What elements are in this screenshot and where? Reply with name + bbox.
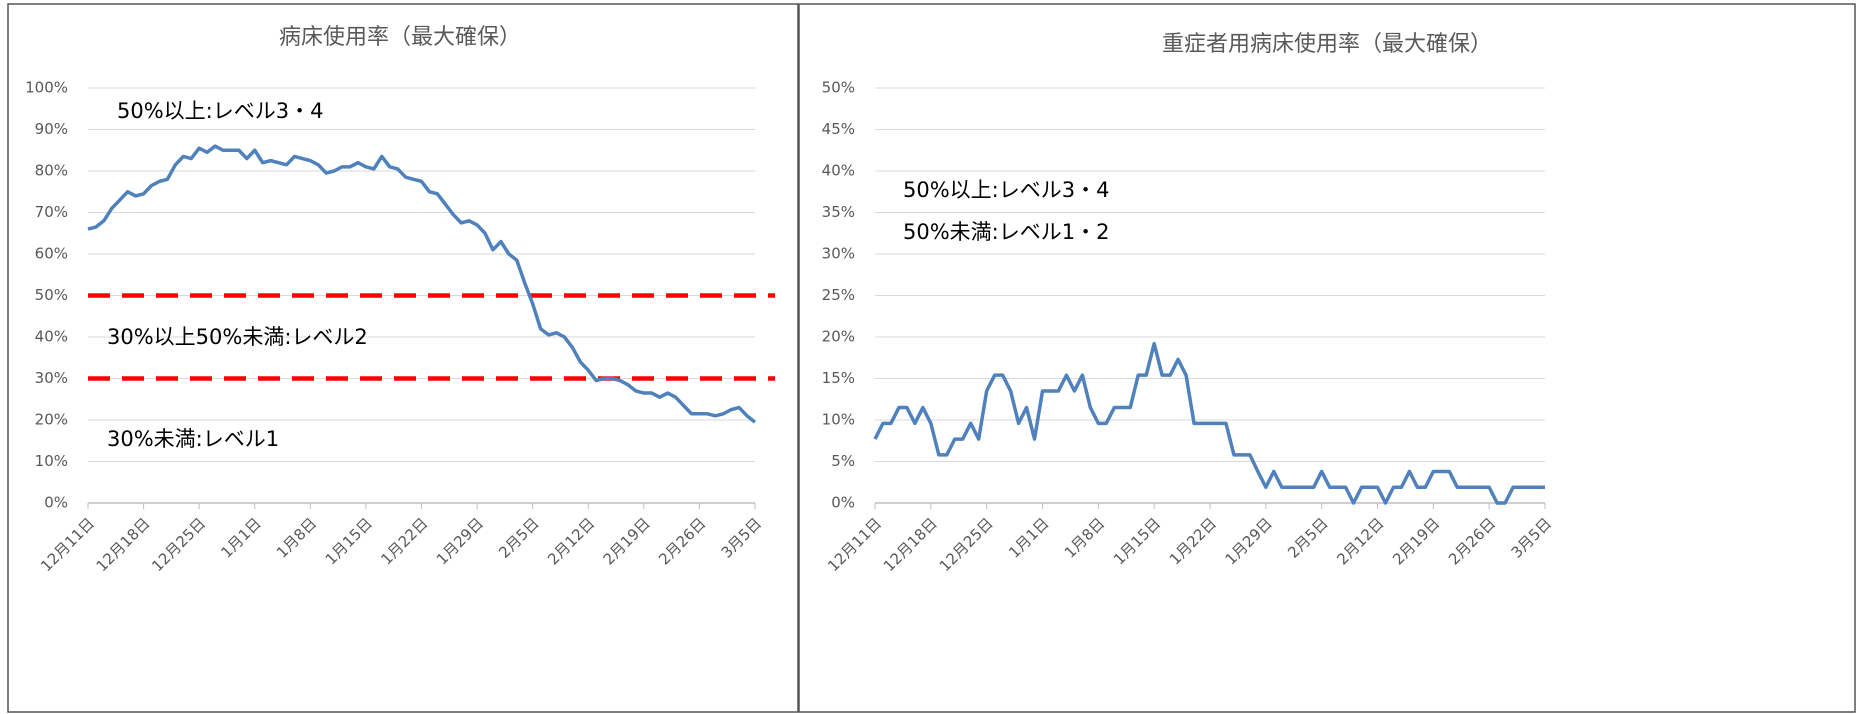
x-tick-label: 1月15日 bbox=[322, 514, 376, 568]
x-tick-label: 12月18日 bbox=[880, 514, 941, 575]
x-tick-label: 3月5日 bbox=[718, 514, 765, 561]
x-tick-label: 1月1日 bbox=[217, 514, 264, 561]
x-tick-label: 12月25日 bbox=[148, 514, 209, 575]
x-tick-label: 3月5日 bbox=[1508, 514, 1555, 561]
y-tick-label: 100% bbox=[25, 79, 68, 97]
y-tick-label: 0% bbox=[44, 494, 68, 512]
chart-title: 重症者用病床使用率（最大確保） bbox=[1162, 32, 1492, 57]
annotation: 30%未満:レベル1 bbox=[107, 427, 279, 451]
y-tick-label: 50% bbox=[822, 79, 855, 97]
y-tick-label: 90% bbox=[35, 120, 68, 138]
y-tick-label: 35% bbox=[822, 203, 855, 221]
y-tick-label: 70% bbox=[35, 203, 68, 221]
x-tick-label: 1月22日 bbox=[1166, 514, 1220, 568]
x-tick-label: 2月19日 bbox=[1389, 514, 1443, 568]
y-tick-label: 40% bbox=[822, 162, 855, 180]
y-tick-label: 80% bbox=[35, 162, 68, 180]
annotation: 50%以上:レベル3・4 bbox=[903, 178, 1109, 202]
y-tick-label: 10% bbox=[35, 452, 68, 470]
y-tick-label: 0% bbox=[831, 494, 855, 512]
x-tick-label: 12月11日 bbox=[37, 514, 98, 575]
x-tick-label: 1月8日 bbox=[273, 514, 320, 561]
chart-title: 病床使用率（最大確保） bbox=[279, 25, 521, 50]
panel-border bbox=[798, 3, 1856, 713]
y-tick-label: 40% bbox=[35, 328, 68, 346]
y-tick-label: 15% bbox=[822, 369, 855, 387]
y-tick-label: 25% bbox=[822, 286, 855, 304]
annotation: 30%以上50%未満:レベル2 bbox=[107, 325, 368, 349]
panel-border bbox=[7, 3, 799, 713]
y-tick-label: 10% bbox=[822, 411, 855, 429]
x-tick-label: 2月12日 bbox=[1333, 514, 1387, 568]
x-tick-label: 2月26日 bbox=[655, 514, 709, 568]
x-tick-label: 1月8日 bbox=[1061, 514, 1108, 561]
x-tick-label: 2月5日 bbox=[495, 514, 542, 561]
x-tick-label: 2月5日 bbox=[1284, 514, 1331, 561]
x-tick-label: 2月12日 bbox=[544, 514, 598, 568]
x-tick-label: 2月26日 bbox=[1445, 514, 1499, 568]
y-tick-label: 60% bbox=[35, 245, 68, 263]
x-tick-label: 12月11日 bbox=[824, 514, 885, 575]
x-tick-label: 1月29日 bbox=[433, 514, 487, 568]
x-tick-label: 1月29日 bbox=[1222, 514, 1276, 568]
x-tick-label: 2月19日 bbox=[600, 514, 654, 568]
y-tick-label: 30% bbox=[35, 369, 68, 387]
x-tick-label: 12月18日 bbox=[93, 514, 154, 575]
y-tick-label: 45% bbox=[822, 120, 855, 138]
x-tick-label: 1月1日 bbox=[1005, 514, 1052, 561]
y-tick-label: 20% bbox=[35, 411, 68, 429]
x-tick-label: 12月25日 bbox=[936, 514, 997, 575]
annotation: 50%未満:レベル1・2 bbox=[903, 220, 1109, 244]
x-tick-label: 1月15日 bbox=[1110, 514, 1164, 568]
y-tick-label: 20% bbox=[822, 328, 855, 346]
y-tick-label: 30% bbox=[822, 245, 855, 263]
y-tick-label: 5% bbox=[831, 452, 855, 470]
data-line bbox=[873, 341, 1545, 505]
y-tick-label: 50% bbox=[35, 286, 68, 304]
x-tick-label: 1月22日 bbox=[377, 514, 431, 568]
annotation: 50%以上:レベル3・4 bbox=[117, 99, 323, 123]
data-line bbox=[87, 144, 757, 424]
